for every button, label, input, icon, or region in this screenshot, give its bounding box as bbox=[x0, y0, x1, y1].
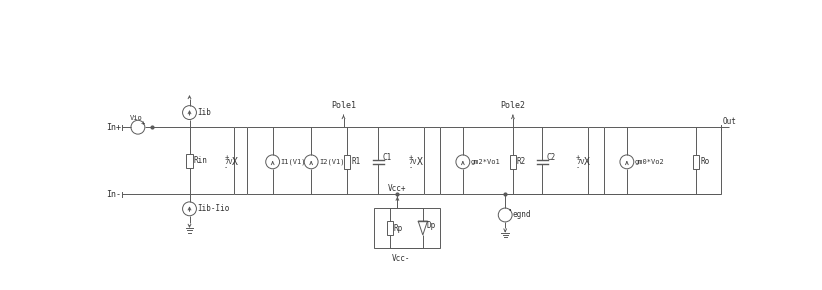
Text: Vcc+: Vcc+ bbox=[388, 184, 407, 193]
Text: R1: R1 bbox=[351, 157, 361, 166]
Text: 7V: 7V bbox=[409, 159, 418, 165]
Bar bbox=[510, 155, 516, 169]
Bar bbox=[187, 154, 192, 168]
Text: 7V: 7V bbox=[224, 159, 233, 165]
Text: +: + bbox=[576, 154, 580, 160]
Text: gm2*Vo1: gm2*Vo1 bbox=[470, 159, 501, 165]
Text: Iib: Iib bbox=[197, 108, 211, 117]
Bar bbox=[344, 155, 350, 169]
Text: egnd: egnd bbox=[513, 210, 531, 219]
Text: I1(V1): I1(V1) bbox=[280, 159, 306, 165]
Text: In-: In- bbox=[106, 190, 122, 199]
Text: R2: R2 bbox=[517, 157, 526, 166]
Text: Iib-Iio: Iib-Iio bbox=[197, 204, 229, 213]
Bar bbox=[386, 221, 393, 235]
Text: Pole2: Pole2 bbox=[501, 101, 525, 110]
Text: X: X bbox=[584, 157, 589, 167]
Text: Vcc-: Vcc- bbox=[392, 254, 410, 263]
Text: +: + bbox=[224, 154, 229, 160]
Text: 7V: 7V bbox=[576, 159, 584, 165]
Text: gm0*Vo2: gm0*Vo2 bbox=[635, 159, 664, 165]
Text: Rp: Rp bbox=[394, 224, 403, 233]
Bar bbox=[693, 155, 700, 169]
Bar bbox=[374, 208, 440, 248]
Text: Out: Out bbox=[723, 117, 737, 126]
Text: In+: In+ bbox=[106, 123, 122, 132]
Text: -: - bbox=[576, 164, 580, 170]
Text: +: + bbox=[409, 154, 413, 160]
Text: -: - bbox=[409, 164, 413, 170]
Text: Vio: Vio bbox=[130, 115, 143, 121]
Text: C2: C2 bbox=[546, 153, 556, 162]
Text: +: + bbox=[141, 120, 145, 126]
Text: C1: C1 bbox=[382, 153, 391, 162]
Text: .: . bbox=[506, 203, 513, 213]
Text: X: X bbox=[232, 157, 238, 167]
Text: I2(V1): I2(V1) bbox=[319, 159, 344, 165]
Text: Dp: Dp bbox=[427, 221, 436, 230]
Text: Pole1: Pole1 bbox=[331, 101, 356, 110]
Text: Ro: Ro bbox=[700, 157, 709, 166]
Text: X: X bbox=[417, 157, 423, 167]
Text: Rin: Rin bbox=[193, 156, 207, 165]
Text: -: - bbox=[224, 164, 229, 170]
